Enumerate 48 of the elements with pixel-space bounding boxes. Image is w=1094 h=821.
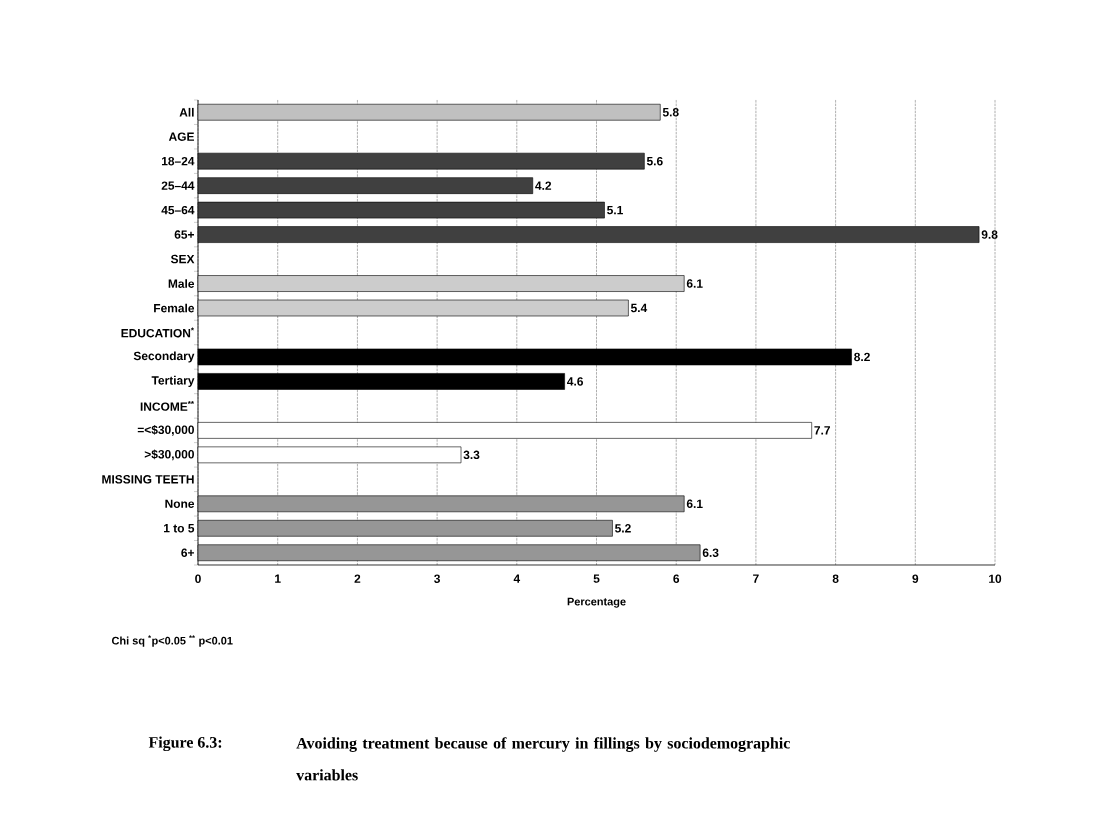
- y-tick-label: =<$30,000: [137, 425, 194, 436]
- y-tick-label: 25–44: [161, 181, 195, 190]
- text: Chi sq $^{*}$p<0.05 $^{**}$ p<0.01: [111, 635, 233, 647]
- x-tick-label: 3: [434, 574, 440, 583]
- text: Figure 6.3:: [148, 736, 222, 752]
- x-tick-label: 10: [989, 574, 1002, 583]
- data-label: 5.4: [630, 303, 648, 313]
- text: Avoiding treatment because of mercury in fillings by sociodemographic variables: [296, 737, 790, 781]
- data-label: 9.8: [981, 230, 998, 239]
- x-tick-label: 5: [593, 574, 600, 583]
- data-label: 7.7: [814, 426, 830, 435]
- y-tick-label: 1 to 5: [164, 524, 195, 533]
- x-tick-label: 9: [912, 574, 919, 583]
- data-label: 6.3: [702, 548, 719, 557]
- y-tick-label: None: [165, 499, 195, 508]
- x-axis-title: Percentage: [567, 597, 626, 608]
- y-tick-label: INCOME$^{**}$: [140, 400, 194, 411]
- x-tick-label: 7: [753, 574, 759, 583]
- data-label: 8.2: [854, 352, 870, 362]
- y-tick-label: AGE: [168, 132, 195, 141]
- y-tick-label: EDUCATION$^{*}$: [121, 327, 194, 338]
- y-tick-label: 65+: [174, 230, 194, 239]
- data-label: 5.8: [662, 107, 679, 117]
- x-tick-label: 4: [513, 574, 521, 583]
- data-label: 5.2: [615, 524, 631, 533]
- y-tick-label: Female: [154, 303, 195, 313]
- y-tick-label: 6+: [181, 548, 194, 557]
- y-tick-label: Secondary: [133, 351, 195, 363]
- data-label: 5.1: [607, 205, 623, 215]
- y-tick-label: >$30,000: [144, 449, 194, 461]
- data-label: 3.3: [463, 450, 480, 460]
- y-tick-label: MISSING TEETH: [102, 475, 194, 484]
- x-tick-label: 6: [673, 574, 680, 583]
- y-tick-label: Male: [168, 279, 195, 288]
- data-label: 5.6: [646, 156, 663, 166]
- x-tick-label: 1: [275, 574, 281, 583]
- x-tick-label: 8: [832, 574, 839, 583]
- data-label: 4.2: [535, 181, 552, 190]
- data-label: 6.1: [686, 499, 703, 509]
- y-tick-label: SEX: [170, 254, 195, 264]
- x-tick-label: 2: [354, 574, 361, 583]
- data-label: 4.6: [567, 377, 584, 386]
- y-tick-label: 18–24: [161, 156, 195, 166]
- data-label: 6.1: [686, 279, 703, 288]
- x-tick-label: 0: [195, 574, 201, 583]
- y-tick-label: Tertiary: [151, 375, 195, 388]
- y-tick-label: 45–64: [161, 205, 195, 215]
- y-tick-label: All: [179, 107, 194, 117]
